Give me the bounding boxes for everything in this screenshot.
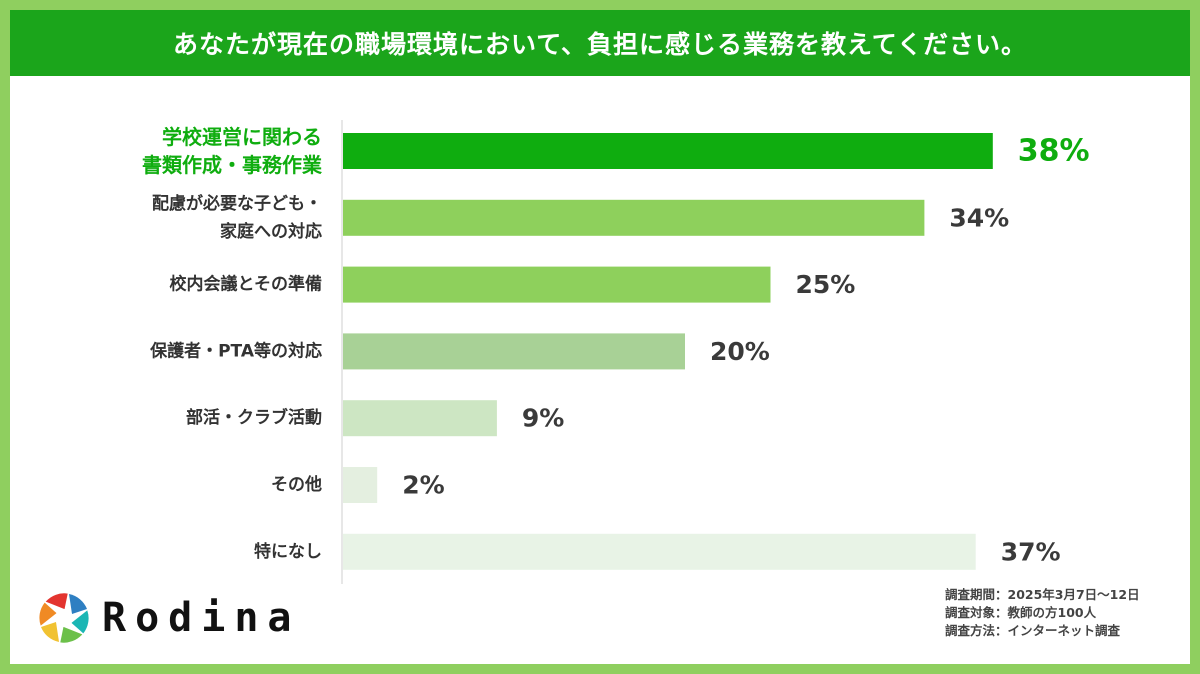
survey-target: 調査対象：教師の方100人	[945, 605, 1097, 620]
bar	[343, 266, 771, 303]
value-label: 2%	[402, 471, 444, 500]
brand-name: Rodina	[102, 595, 301, 641]
value-label: 9%	[522, 404, 564, 433]
category-label: 家庭への対応	[220, 221, 322, 242]
category-label: その他	[271, 474, 322, 495]
bar	[343, 133, 993, 169]
category-label: 特になし	[254, 541, 322, 562]
header-banner: あなたが現在の職場環境において、負担に感じる業務を教えてください。	[10, 10, 1190, 76]
value-label: 34%	[949, 203, 1009, 232]
bar	[343, 400, 497, 437]
value-label: 20%	[710, 337, 770, 366]
bar	[343, 533, 976, 570]
bar	[343, 333, 685, 370]
aperture-icon	[39, 593, 89, 643]
survey-info: 調査期間：2025年3月7日～12日 調査対象：教師の方100人 調査方法：イン…	[945, 586, 1140, 640]
category-label: 書類作成・事務作業	[142, 153, 323, 177]
value-label: 38%	[1018, 134, 1090, 169]
category-label: 配慮が必要な子ども・	[152, 193, 322, 214]
category-label: 学校運営に関わる	[162, 125, 322, 149]
survey-period: 調査期間：2025年3月7日～12日	[945, 587, 1140, 602]
category-label: 保護者・PTA等の対応	[149, 340, 322, 361]
category-label: 部活・クラブ活動	[186, 407, 322, 428]
brand-logo: Rodina	[38, 592, 301, 644]
category-label: 校内会議とその準備	[170, 274, 323, 295]
chart-title: あなたが現在の職場環境において、負担に感じる業務を教えてください。	[172, 30, 1027, 59]
value-label: 25%	[796, 270, 856, 299]
bar	[343, 467, 378, 503]
survey-method: 調査方法：インターネット調査	[945, 623, 1121, 638]
value-label: 37%	[1001, 537, 1061, 566]
bar	[343, 199, 925, 236]
